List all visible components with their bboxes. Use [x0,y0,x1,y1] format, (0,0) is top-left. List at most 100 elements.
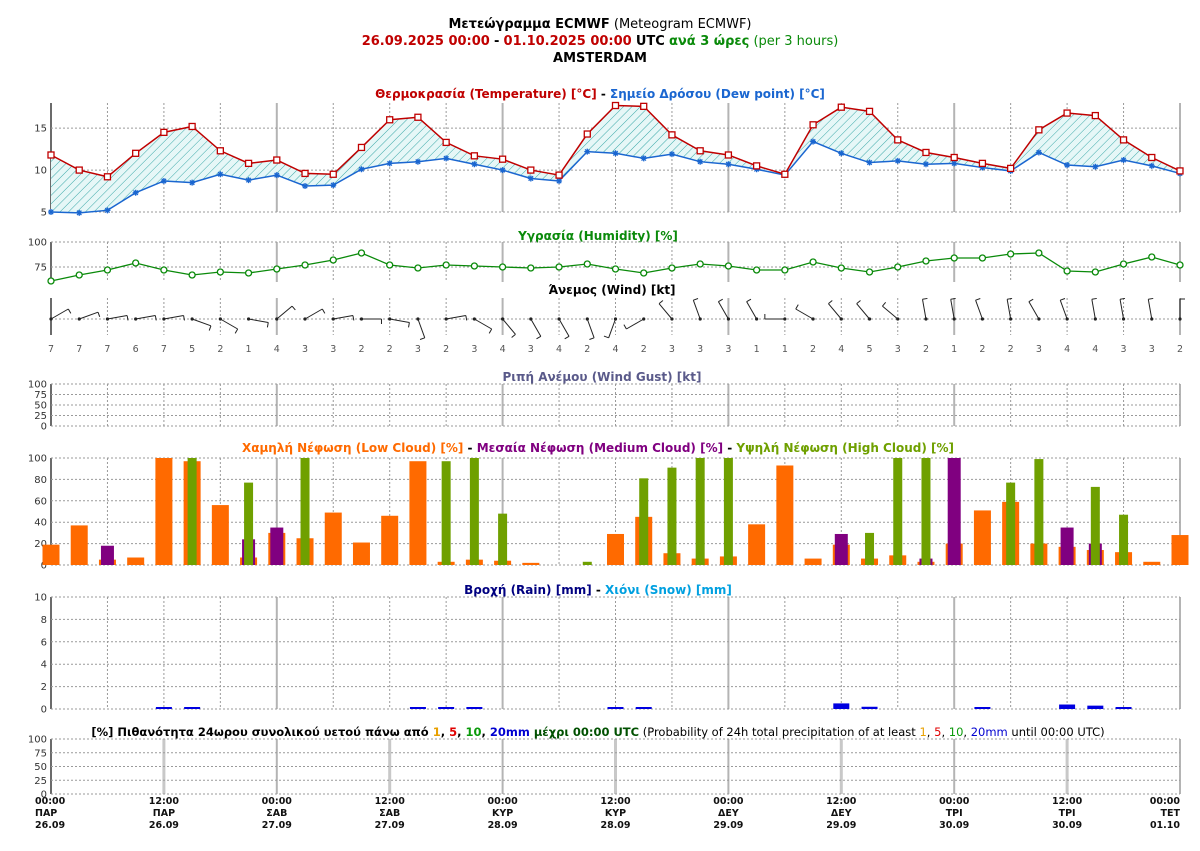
wind-barb-base [698,317,702,321]
wind-barb [79,311,99,320]
wind-speed-label: 5 [189,344,195,355]
rain-tick-label: 4 [41,660,47,671]
wind-speed-label: 3 [1121,344,1127,355]
dewpoint-point [189,179,196,186]
temperature-point [724,151,733,159]
medium-cloud-bar [1060,527,1074,565]
wind-barb [163,315,184,320]
high-cloud-bar [695,458,705,565]
dewpoint-point [302,183,309,190]
prob-title-3: (Probability of 24h total precipitation … [639,725,919,739]
prob-tick-label: 75 [34,748,47,759]
gust-tick-label: 50 [34,401,47,412]
humidity-point [470,262,479,270]
humidity-point [386,261,394,269]
low-cloud-bar [804,558,822,565]
wind-barb-flag [183,315,185,321]
wind-barb-flag [564,335,570,340]
wind-barb [304,308,323,320]
step-en: (per 3 hours) [753,34,839,49]
x-axis-label: 12:00 [1052,796,1083,807]
wind-barb-base [303,317,307,321]
humidity-point [752,266,761,274]
temperature-point [752,162,761,170]
high-cloud-bar [469,458,479,565]
wind-barb-flag [718,298,723,303]
dewpoint-point [132,189,139,196]
cloud-tick-label: 0 [41,561,47,572]
wind-speed-label: 4 [500,344,506,355]
wind-barb-base [105,317,110,321]
wind-barb-flag [1091,297,1097,300]
humidity-point [1091,268,1099,276]
rain-bar [1087,705,1104,709]
dewpoint-point [358,166,365,173]
dewpoint-point [668,151,675,158]
wind-barb-flag [266,322,269,328]
x-axis-label: 00:00 [1150,796,1181,807]
wind-barb-flag [795,304,799,310]
prob-title-ec2: , [941,725,948,739]
rain-bar [833,703,850,709]
wind-speed-label: 1 [782,344,788,355]
wind-barb-base [896,317,900,321]
humidity-title: Υγρασία (Humidity) [%] [517,229,678,243]
wind-barb-flag [922,297,928,300]
high-cloud-bar [582,561,592,565]
gust-tick-label: 25 [34,411,47,422]
humidity-point [894,263,902,271]
dewpoint-point [640,155,647,162]
wind-barb [658,303,673,320]
wind-barb-flag [746,298,752,303]
wind-barb-base [726,317,731,321]
wind-barb [417,318,426,338]
temperature-point [47,151,55,159]
temperature-point [470,152,479,160]
temperature-point [498,155,507,163]
humidity-point [1063,267,1071,275]
wind-barb [1147,299,1153,320]
low-cloud-bar [324,512,342,565]
wind-speed-label: 4 [612,344,618,355]
x-axis-label: 30.09 [939,820,969,831]
wind-speed-label: 1 [246,344,252,355]
wind-barb-base [190,317,194,321]
wind-speed-label: 7 [104,344,110,355]
dewpoint-point [48,209,54,215]
wind-speed-label: 4 [556,344,562,355]
temp-title-a: Θερμοκρασία (Temperature) [°C] [375,87,597,101]
high-cloud-bar [244,482,254,565]
wind-barb [1006,299,1012,320]
wind-barb-flag [408,322,410,328]
x-axis-label: 26.09 [149,820,179,831]
wind-barb-base [839,317,843,321]
x-axis-label: 00:00 [262,796,293,807]
x-axis-label: 28.09 [488,820,518,831]
wind-barb [530,318,542,337]
dewpoint-point [697,158,704,165]
dewpoint-point [273,172,280,179]
wind-barb-base [359,317,364,321]
dewpoint-point [612,150,619,157]
low-cloud-bar [522,562,540,565]
temperature-point [1007,164,1015,173]
temperature-point [75,166,83,174]
wind-barb-flag [828,300,833,305]
wind-barb-flag [623,324,627,330]
dewpoint-point [104,207,111,214]
humidity-point [357,249,366,257]
wind-speed-label: 3 [1036,344,1042,355]
wind-speed-label: 4 [838,344,844,355]
temperature-point [781,170,789,178]
wind-speed-label: 2 [443,344,449,355]
wind-barb-base [670,317,674,321]
wind-barb [828,303,842,320]
wind-barb-flag [419,337,425,340]
x-axis-label: 00:00 [713,796,744,807]
prob-title-t5: 5 [449,725,457,739]
temperature-point [1176,167,1184,175]
prob-title-t20: 20mm [490,725,530,739]
wind-barb-flag [1148,297,1154,300]
low-cloud-bar [381,515,399,565]
